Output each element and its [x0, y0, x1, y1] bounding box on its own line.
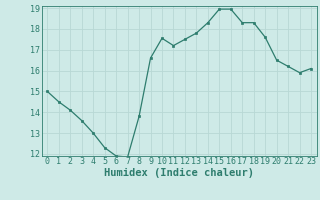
- X-axis label: Humidex (Indice chaleur): Humidex (Indice chaleur): [104, 168, 254, 178]
